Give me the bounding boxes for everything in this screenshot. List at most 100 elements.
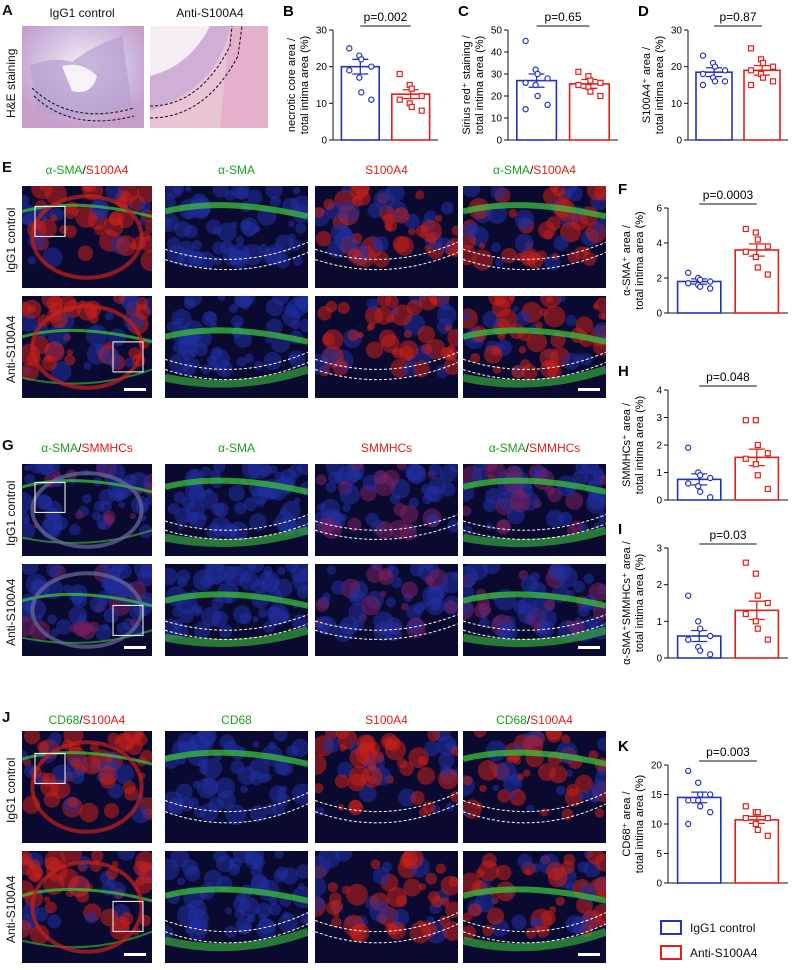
point-control <box>534 70 541 78</box>
panel-e-image-r2-c3 <box>315 296 458 398</box>
chart-b-pvalue: p=0.002 <box>364 10 408 24</box>
point-control <box>356 74 363 81</box>
y-tick-label: 20 <box>316 62 328 73</box>
chart-c-ylabel-1: Sirius red⁺ staining / <box>461 34 473 134</box>
point-control <box>706 651 714 658</box>
point-anti <box>742 803 749 810</box>
panel-e-image-r1-c3 <box>315 186 458 288</box>
panel-e-image-r2-c4 <box>463 296 606 398</box>
point-control <box>694 779 702 786</box>
point-control <box>696 488 704 495</box>
panel-e-header-green: α-SMA <box>45 163 83 177</box>
y-tick-label: 10 <box>316 99 328 110</box>
point-control <box>358 56 365 63</box>
point-control <box>721 78 729 85</box>
point-control <box>706 632 714 640</box>
point-control <box>706 791 714 798</box>
chart-f-ylabel-2: total intima area (%) <box>634 211 646 309</box>
panel-j-header-red: S100A4 <box>530 713 573 727</box>
chart-c: C Sirius red⁺ staining / total intima area… <box>450 0 630 150</box>
panel-g-col-header-2: α-SMA <box>165 441 308 455</box>
panel-g-image-r2-c2 <box>165 564 308 656</box>
point-anti <box>764 599 771 607</box>
panel-g-header-green: α-SMA <box>218 441 255 455</box>
chart-c-letter: C <box>458 3 469 20</box>
panel-j-image-r2-c4 <box>463 851 606 963</box>
panel-e-header-red: S100A4 <box>85 163 129 177</box>
point-anti <box>747 45 755 52</box>
point-anti <box>764 243 771 250</box>
panel-j-header-green: CD68 <box>221 713 252 727</box>
y-tick-label: 4 <box>656 239 662 250</box>
point-control <box>706 808 714 816</box>
point-anti <box>597 92 604 100</box>
point-anti <box>747 81 755 89</box>
point-anti <box>754 441 761 449</box>
legend-swatch-control <box>660 920 682 935</box>
panel-j-image-r1-c4 <box>463 731 606 843</box>
panel-g-image-r1-c4 <box>463 464 606 556</box>
y-tick-label: 10 <box>671 99 683 110</box>
panel-j-image-r2-c3 <box>315 851 458 963</box>
point-anti <box>754 826 761 834</box>
panel-g-col-header-4: α-SMA/SMMHCs <box>463 441 606 455</box>
y-tick-label: 0 <box>656 879 662 890</box>
chart-h-ylabel-2: total intima area (%) <box>634 396 646 494</box>
point-control <box>684 592 692 599</box>
point-control <box>711 78 719 85</box>
panel-g-col-header-1: α-SMA/SMMHCs <box>22 441 152 455</box>
he-image-control <box>22 26 144 128</box>
point-control <box>696 625 704 632</box>
panel-g-image-r2-c3 <box>315 564 458 656</box>
chart-b-ylabel-2: total intima area (%) <box>299 36 311 134</box>
point-control <box>696 472 704 479</box>
point-control <box>711 63 719 70</box>
panel-j-header-green: CD68 <box>496 713 527 727</box>
point-anti <box>742 225 749 233</box>
panel-j-header-red: S100A4 <box>365 713 408 727</box>
panel-e-row-label-2: Anti-S100A4 <box>4 315 18 383</box>
point-anti <box>418 92 425 100</box>
panel-g-image-r2-c1 <box>22 564 152 656</box>
chart-d: D S100A4⁺ area / total intima area (%) 0 10 2… <box>630 0 800 150</box>
chart-f-pvalue: p=0.0003 <box>703 188 754 202</box>
panel-a-letter: A <box>2 2 13 19</box>
panel-g-header-red: SMMHCs <box>360 441 413 455</box>
chart-h: H SMMHCs⁺ area / total intima area (%) 0 1 2 3… <box>610 360 800 510</box>
panel-g-row-label-1: IgG1 control <box>4 480 18 546</box>
legend-swatch-anti <box>660 945 682 960</box>
point-control <box>696 283 704 290</box>
y-tick-label: 40 <box>491 48 503 59</box>
chart-i-ylabel-2: total intima area (%) <box>634 554 646 652</box>
chart-d-pvalue: p=0.87 <box>719 10 756 24</box>
panel-g-image-r2-c4 <box>463 564 606 656</box>
point-anti <box>396 96 403 103</box>
panel-e-row-label-1: IgG1 control <box>4 207 18 273</box>
y-tick-label: 0 <box>656 309 662 320</box>
point-anti <box>408 103 415 111</box>
y-tick-label: 30 <box>491 70 503 81</box>
y-tick-label: 20 <box>491 92 503 103</box>
y-tick-label: 2 <box>656 441 662 452</box>
point-anti <box>764 271 771 278</box>
point-anti <box>754 625 761 632</box>
y-tick-label: 20 <box>651 761 663 772</box>
panel-j-col-header-1: CD68/S100A4 <box>22 713 152 727</box>
point-control <box>532 81 539 89</box>
panel-e-image-r1-c4 <box>463 186 606 288</box>
panel-j-header-green: CD68 <box>48 713 80 727</box>
point-anti <box>769 78 777 85</box>
header-slash: / <box>526 713 531 727</box>
panel-g-row-label-2: Anti-S100A4 <box>4 578 18 646</box>
panel-g-header-green: α-SMA <box>488 441 526 455</box>
legend-label-anti: Anti-S100A4 <box>690 945 758 960</box>
y-tick-label: 0 <box>656 496 662 507</box>
y-tick-label: 15 <box>651 790 663 801</box>
chart-i-letter: I <box>618 521 622 538</box>
point-anti <box>742 248 749 255</box>
panel-g-letter: G <box>2 437 14 454</box>
point-control <box>346 67 353 74</box>
point-control <box>694 797 702 804</box>
point-anti <box>752 461 759 468</box>
